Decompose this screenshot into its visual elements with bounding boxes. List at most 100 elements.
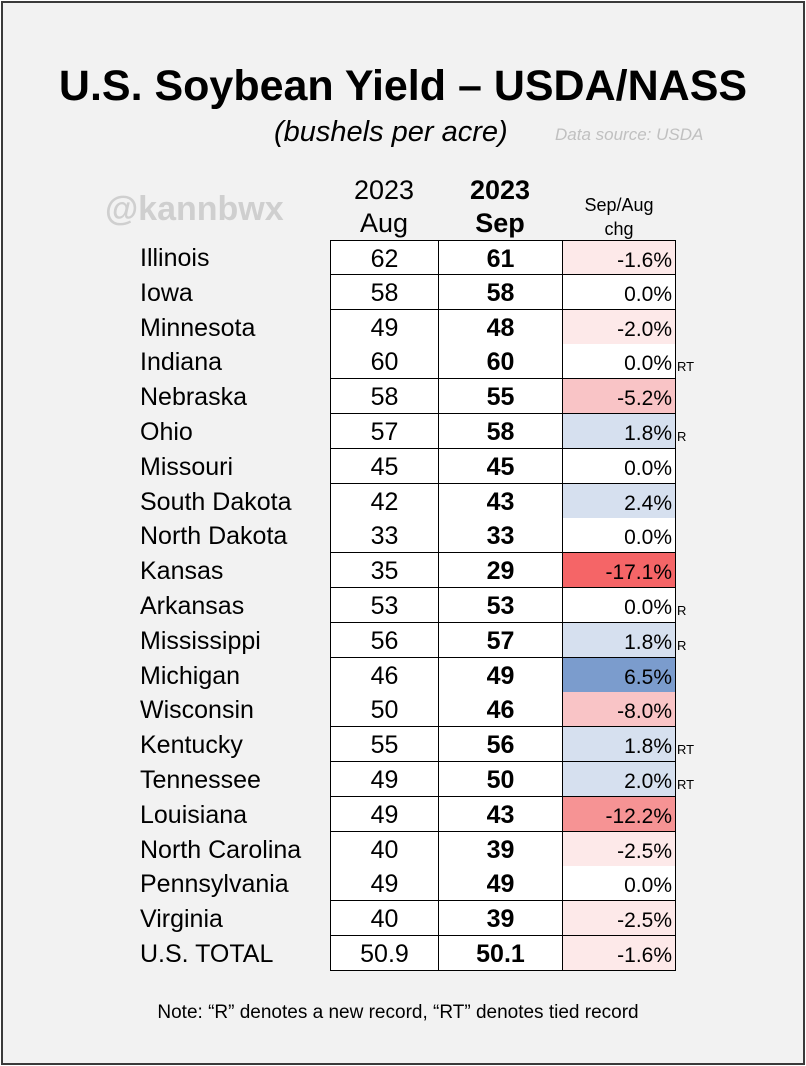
cell-change-pct: -17.1% bbox=[562, 553, 676, 588]
row-state-label: U.S. TOTAL bbox=[140, 940, 274, 968]
record-marker: R bbox=[677, 429, 687, 444]
data-source: Data source: USDA bbox=[555, 125, 704, 144]
cell-aug-yield: 53 bbox=[330, 588, 439, 623]
record-marker: RT bbox=[677, 777, 695, 792]
row-state-label: Mississippi bbox=[140, 627, 261, 655]
cell-aug-yield: 58 bbox=[330, 379, 439, 414]
cell-change-pct: 2.4% bbox=[562, 484, 676, 519]
cell-change-pct: 0.0% bbox=[562, 518, 676, 553]
row-state-label: Ohio bbox=[140, 418, 193, 446]
cell-aug-yield: 60 bbox=[330, 344, 439, 379]
column-header-aug: 2023 Aug bbox=[330, 174, 438, 240]
cell-change-pct: 2.0% bbox=[562, 762, 676, 797]
cell-sep-yield: 39 bbox=[438, 832, 563, 867]
cell-sep-yield: 55 bbox=[438, 379, 563, 414]
cell-aug-yield: 40 bbox=[330, 901, 439, 936]
cell-change-pct: 1.8% bbox=[562, 414, 676, 449]
cell-change-pct: 1.8% bbox=[562, 727, 676, 762]
cell-sep-yield: 60 bbox=[438, 344, 563, 379]
cell-sep-yield: 39 bbox=[438, 901, 563, 936]
row-state-label: Tennessee bbox=[140, 766, 261, 794]
chart-title: U.S. Soybean Yield – USDA/NASS bbox=[58, 62, 748, 110]
column-header-change-line1: Sep/Aug bbox=[584, 195, 654, 215]
cell-change-pct: 1.8% bbox=[562, 623, 676, 658]
cell-change-pct: 0.0% bbox=[562, 866, 676, 901]
cell-change-pct: -5.2% bbox=[562, 379, 676, 414]
cell-aug-yield: 50.9 bbox=[330, 936, 439, 971]
record-marker: RT bbox=[677, 359, 695, 374]
cell-aug-yield: 56 bbox=[330, 623, 439, 658]
row-state-label: Michigan bbox=[140, 662, 241, 690]
author-handle: @kannbwx bbox=[105, 190, 284, 228]
column-header-sep-month: Sep bbox=[475, 208, 525, 238]
cell-aug-yield: 58 bbox=[330, 275, 439, 310]
column-header-aug-year: 2023 bbox=[353, 175, 415, 205]
record-marker: R bbox=[677, 603, 687, 618]
row-state-label: Minnesota bbox=[140, 314, 256, 342]
column-header-sep: 2023 Sep bbox=[438, 174, 562, 240]
record-marker: R bbox=[677, 638, 687, 653]
cell-aug-yield: 49 bbox=[330, 310, 439, 345]
cell-change-pct: 0.0% bbox=[562, 275, 676, 310]
cell-sep-yield: 49 bbox=[438, 866, 563, 901]
cell-sep-yield: 50.1 bbox=[438, 936, 563, 971]
cell-aug-yield: 33 bbox=[330, 518, 439, 553]
row-state-label: Wisconsin bbox=[140, 696, 254, 724]
cell-change-pct: -1.6% bbox=[562, 240, 676, 275]
cell-sep-yield: 61 bbox=[438, 240, 563, 275]
cell-change-pct: -2.5% bbox=[562, 832, 676, 867]
cell-sep-yield: 58 bbox=[438, 275, 563, 310]
cell-sep-yield: 48 bbox=[438, 310, 563, 345]
cell-change-pct: -2.5% bbox=[562, 901, 676, 936]
row-state-label: Nebraska bbox=[140, 383, 247, 411]
row-state-label: North Carolina bbox=[140, 836, 302, 864]
row-state-label: Indiana bbox=[140, 348, 223, 376]
cell-aug-yield: 57 bbox=[330, 414, 439, 449]
row-state-label: South Dakota bbox=[140, 488, 292, 516]
cell-aug-yield: 62 bbox=[330, 240, 439, 275]
cell-change-pct: 0.0% bbox=[562, 588, 676, 623]
cell-sep-yield: 45 bbox=[438, 449, 563, 484]
cell-sep-yield: 56 bbox=[438, 727, 563, 762]
record-marker: RT bbox=[677, 742, 695, 757]
cell-change-pct: -1.6% bbox=[562, 936, 676, 971]
row-state-label: Missouri bbox=[140, 453, 234, 481]
row-state-label: Kansas bbox=[140, 557, 224, 585]
column-header-aug-month: Aug bbox=[359, 208, 409, 238]
cell-aug-yield: 49 bbox=[330, 866, 439, 901]
cell-aug-yield: 40 bbox=[330, 832, 439, 867]
cell-sep-yield: 57 bbox=[438, 623, 563, 658]
cell-aug-yield: 45 bbox=[330, 449, 439, 484]
cell-aug-yield: 49 bbox=[330, 797, 439, 832]
cell-sep-yield: 58 bbox=[438, 414, 563, 449]
cell-sep-yield: 50 bbox=[438, 762, 563, 797]
column-header-sep-year: 2023 bbox=[469, 175, 531, 205]
footnote: Note: “R” denotes a new record, “RT” den… bbox=[157, 1002, 639, 1023]
cell-change-pct: -2.0% bbox=[562, 310, 676, 345]
row-state-label: Iowa bbox=[140, 279, 193, 307]
cell-aug-yield: 55 bbox=[330, 727, 439, 762]
column-header-change-line2: chg bbox=[604, 219, 634, 239]
cell-sep-yield: 46 bbox=[438, 692, 563, 727]
cell-aug-yield: 49 bbox=[330, 762, 439, 797]
row-state-label: Virginia bbox=[140, 905, 223, 933]
row-state-label: North Dakota bbox=[140, 522, 288, 550]
cell-sep-yield: 43 bbox=[438, 484, 563, 519]
cell-change-pct: 6.5% bbox=[562, 658, 676, 693]
row-state-label: Kentucky bbox=[140, 731, 243, 759]
cell-change-pct: 0.0% bbox=[562, 449, 676, 484]
row-state-label: Arkansas bbox=[140, 592, 245, 620]
cell-sep-yield: 43 bbox=[438, 797, 563, 832]
cell-change-pct: -8.0% bbox=[562, 692, 676, 727]
column-header-change: Sep/Aug chg bbox=[562, 193, 676, 241]
cell-sep-yield: 53 bbox=[438, 588, 563, 623]
cell-change-pct: -12.2% bbox=[562, 797, 676, 832]
cell-aug-yield: 35 bbox=[330, 553, 439, 588]
cell-aug-yield: 46 bbox=[330, 658, 439, 693]
row-state-label: Illinois bbox=[140, 244, 210, 272]
cell-sep-yield: 49 bbox=[438, 658, 563, 693]
cell-aug-yield: 50 bbox=[330, 692, 439, 727]
cell-sep-yield: 33 bbox=[438, 518, 563, 553]
row-state-label: Louisiana bbox=[140, 801, 248, 829]
cell-aug-yield: 42 bbox=[330, 484, 439, 519]
